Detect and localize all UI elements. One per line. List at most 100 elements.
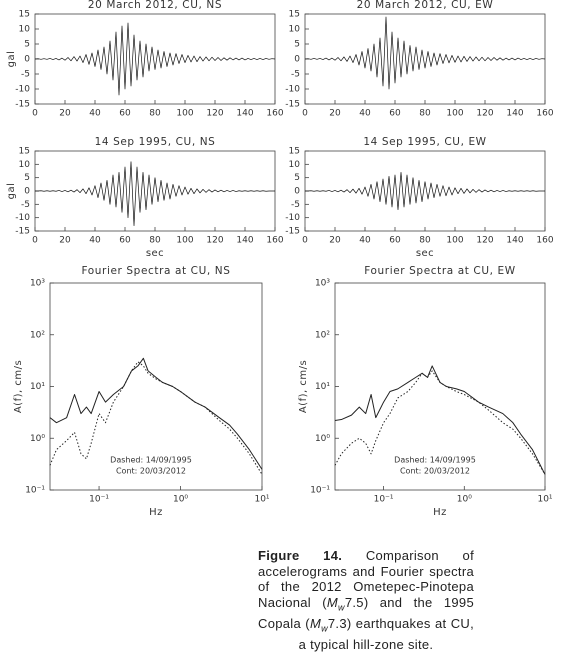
y-tick-label: -5 bbox=[291, 70, 300, 80]
y-axis-label: gal bbox=[6, 51, 17, 68]
x-tick-label: 160 bbox=[266, 109, 283, 119]
x-axis-label: Hz bbox=[433, 507, 447, 518]
x-tick-label: 10⁰ bbox=[457, 495, 472, 505]
x-tick-label: 160 bbox=[266, 236, 283, 246]
y-tick-label: 0 bbox=[294, 55, 300, 65]
y-tick-label: 10⁻¹ bbox=[310, 486, 330, 496]
y-tick-label: 15 bbox=[289, 147, 300, 157]
caption-text: M bbox=[309, 615, 322, 631]
legend-label: Cont: 20/03/2012 bbox=[400, 467, 470, 476]
y-tick-label: 5 bbox=[24, 173, 30, 183]
y-tick-label: 15 bbox=[19, 147, 30, 157]
x-tick-label: 100 bbox=[176, 109, 193, 119]
x-tick-label: 140 bbox=[236, 109, 253, 119]
y-tick-label: 0 bbox=[24, 55, 30, 65]
x-tick-label: 20 bbox=[329, 109, 341, 119]
legend-label: Cont: 20/03/2012 bbox=[116, 467, 186, 476]
x-tick-label: 120 bbox=[206, 109, 223, 119]
caption-text: w bbox=[338, 602, 345, 613]
x-tick-label: 40 bbox=[359, 109, 371, 119]
series-line bbox=[34, 22, 276, 96]
series-line bbox=[35, 161, 275, 227]
x-axis-label: Hz bbox=[149, 507, 163, 518]
y-tick-label: -5 bbox=[21, 70, 30, 80]
x-tick-label: 10⁰ bbox=[173, 495, 188, 505]
y-tick-label: -15 bbox=[285, 227, 300, 237]
x-tick-label: 60 bbox=[119, 236, 131, 246]
y-tick-label: 10 bbox=[289, 25, 301, 35]
x-tick-label: 60 bbox=[119, 109, 131, 119]
y-tick-label: 15 bbox=[289, 10, 300, 20]
caption-text: 7.5) and the 1995 Copala ( bbox=[258, 594, 474, 631]
x-tick-label: 10⁻¹ bbox=[89, 495, 109, 505]
x-tick-label: 0 bbox=[302, 236, 308, 246]
x-tick-label: 80 bbox=[149, 109, 161, 119]
x-tick-label: 140 bbox=[506, 109, 523, 119]
y-tick-label: 10² bbox=[315, 330, 330, 340]
y-axis-label: A(f), cm/s bbox=[298, 360, 309, 413]
series-line bbox=[334, 365, 546, 475]
y-tick-label: 5 bbox=[294, 40, 300, 50]
series-line bbox=[304, 16, 546, 90]
y-tick-label: 0 bbox=[24, 187, 30, 197]
x-tick-label: 60 bbox=[389, 109, 401, 119]
y-tick-label: -10 bbox=[15, 213, 30, 223]
x-tick-label: 120 bbox=[476, 109, 493, 119]
legend-label: Dashed: 14/09/1995 bbox=[394, 456, 476, 465]
caption-text: M bbox=[326, 594, 339, 610]
plot-frame bbox=[304, 13, 546, 105]
x-tick-label: 120 bbox=[206, 236, 223, 246]
plot-frame bbox=[34, 13, 276, 105]
y-tick-label: -10 bbox=[285, 213, 300, 223]
x-tick-label: 40 bbox=[89, 236, 101, 246]
y-tick-label: 10⁰ bbox=[30, 434, 45, 444]
x-tick-label: 0 bbox=[32, 109, 38, 119]
caption-text: Comparison of accelerograms and Fourier … bbox=[258, 548, 474, 610]
x-tick-label: 100 bbox=[176, 236, 193, 246]
x-tick-label: 20 bbox=[59, 109, 71, 119]
x-tick-label: 120 bbox=[476, 236, 493, 246]
x-tick-label: 10¹ bbox=[537, 495, 552, 505]
chart-title: 14 Sep 1995, CU, EW bbox=[363, 136, 486, 148]
x-tick-label: 40 bbox=[89, 109, 101, 119]
y-tick-label: 10³ bbox=[315, 279, 330, 289]
x-tick-label: 140 bbox=[506, 236, 523, 246]
series-line bbox=[49, 357, 263, 470]
x-tick-label: 60 bbox=[389, 236, 401, 246]
y-tick-label: 10 bbox=[19, 25, 31, 35]
x-tick-label: 40 bbox=[359, 236, 371, 246]
x-tick-label: 20 bbox=[329, 236, 341, 246]
y-tick-label: 5 bbox=[294, 173, 300, 183]
x-tick-label: 80 bbox=[419, 236, 431, 246]
caption-text: w bbox=[321, 623, 328, 634]
caption: Figure 14. Comparison of accelerograms a… bbox=[258, 548, 474, 653]
y-tick-label: -15 bbox=[15, 100, 30, 110]
chart-title: Fourier Spectra at CU, NS bbox=[82, 265, 231, 277]
y-axis-label: A(f), cm/s bbox=[13, 360, 24, 413]
chart-title: 14 Sep 1995, CU, NS bbox=[95, 136, 216, 148]
y-tick-label: 10¹ bbox=[30, 382, 45, 392]
caption-text: 7.3) earthquakes at CU, a typical hill-z… bbox=[298, 615, 474, 653]
x-tick-label: 80 bbox=[419, 109, 431, 119]
series-line bbox=[305, 171, 545, 211]
x-tick-label: 80 bbox=[149, 236, 161, 246]
x-tick-label: 100 bbox=[446, 109, 463, 119]
y-tick-label: -15 bbox=[15, 227, 30, 237]
y-tick-label: 10¹ bbox=[315, 382, 330, 392]
x-axis-label: sec bbox=[416, 248, 434, 259]
x-tick-label: 0 bbox=[302, 109, 308, 119]
x-tick-label: 160 bbox=[536, 236, 553, 246]
x-tick-label: 20 bbox=[59, 236, 71, 246]
legend-label: Dashed: 14/09/1995 bbox=[110, 456, 192, 465]
y-tick-label: 10 bbox=[19, 160, 31, 170]
x-tick-label: 160 bbox=[536, 109, 553, 119]
x-tick-label: 100 bbox=[446, 236, 463, 246]
charts: 20 March 2012, CU, NS0 20 40 60 80 100 120 140 1… bbox=[6, 0, 554, 518]
chart-title: 20 March 2012, CU, EW bbox=[357, 0, 494, 11]
y-tick-label: 15 bbox=[19, 10, 30, 20]
y-tick-label: -10 bbox=[285, 85, 300, 95]
chart-title: Fourier Spectra at CU, EW bbox=[364, 265, 515, 277]
y-axis-label: gal bbox=[6, 183, 17, 200]
y-tick-label: 0 bbox=[294, 187, 300, 197]
